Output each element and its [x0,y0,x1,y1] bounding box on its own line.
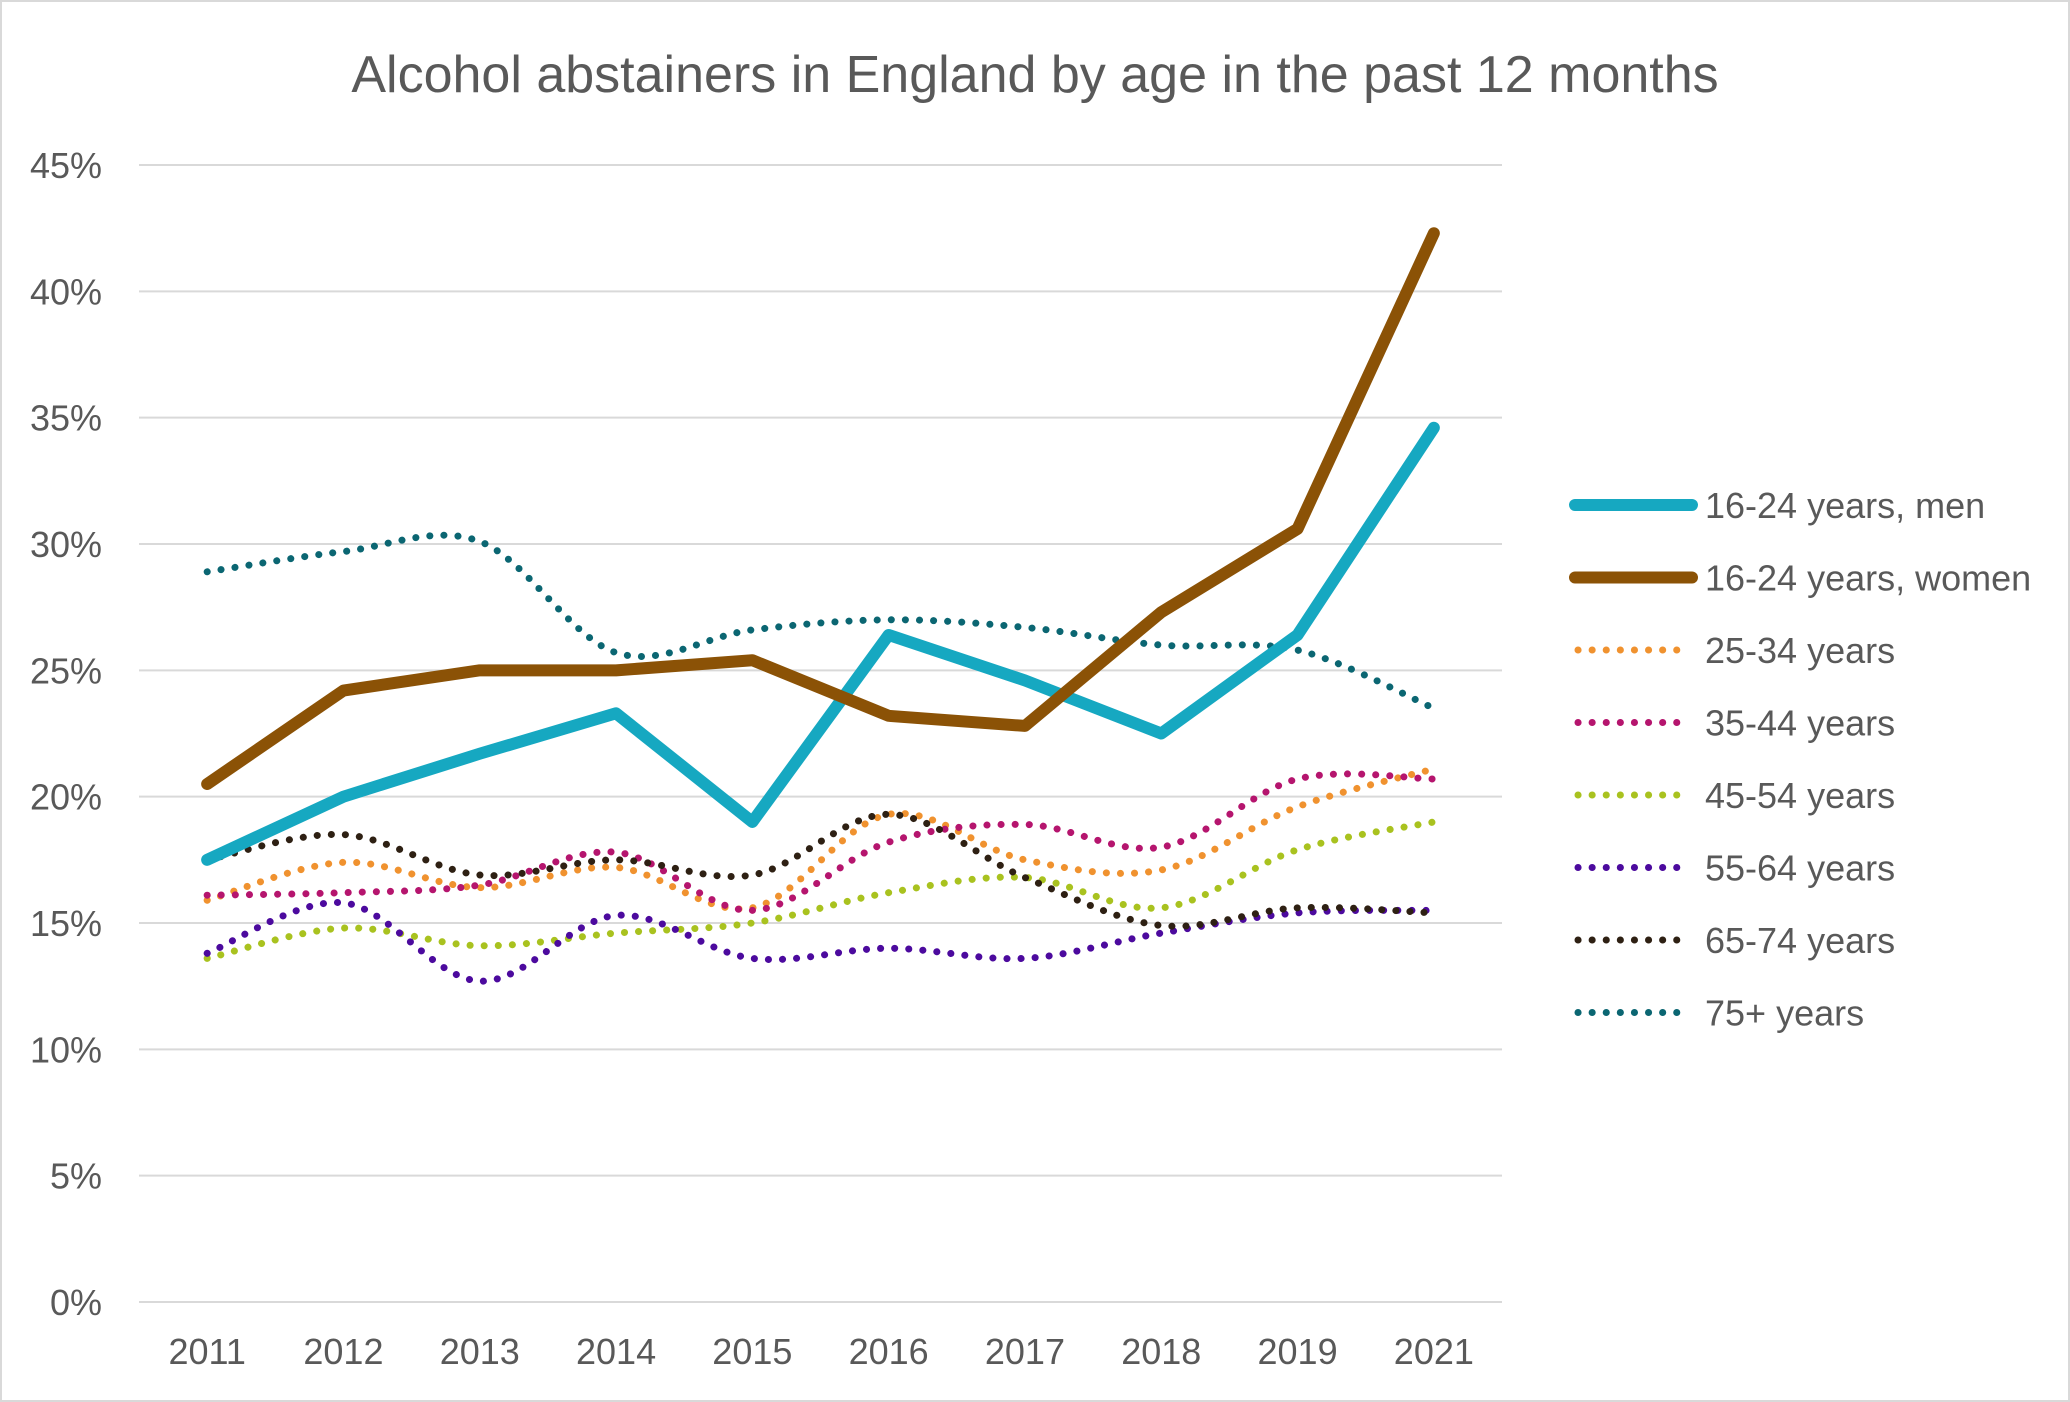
legend-item-75-years: 75+ years [1574,993,1864,1034]
x-tick-label: 2012 [303,1331,383,1372]
legend-label: 25-34 years [1705,630,1895,671]
x-tick-label: 2016 [849,1331,929,1372]
legend: 16-24 years, men 16-24 years, women 25-34 … [1569,485,2031,1034]
y-tick-label: 10% [30,1029,102,1070]
legend-label: 75+ years [1705,993,1864,1034]
y-tick-label: 30% [30,524,102,565]
x-tick-label: 2014 [576,1331,656,1372]
legend-item-16-24-years-women: 16-24 years, women [1569,558,2031,599]
x-tick-label: 2019 [1258,1331,1338,1372]
y-tick-label: 5% [50,1156,102,1197]
x-tick-label: 2021 [1394,1331,1474,1372]
series-line-45-54-years [203,818,1438,962]
gridlines [139,164,1502,1303]
series-line-25-34-years [203,765,1438,913]
legend-item-45-54-years: 45-54 years [1574,775,1895,816]
legend-item-55-64-years: 55-64 years [1574,848,1895,889]
series-line-65-74-years [203,810,1438,930]
series-line-75-years [203,531,1438,712]
y-tick-label: 40% [30,271,102,312]
y-tick-label: 0% [50,1282,102,1323]
legend-item-16-24-years-men: 16-24 years, men [1569,485,1985,526]
series-line-16-24-years-men [201,421,1440,866]
legend-item-35-44-years: 35-44 years [1574,703,1895,744]
legend-item-25-34-years: 25-34 years [1574,630,1895,671]
x-tick-label: 2017 [985,1331,1065,1372]
chart-title: Alcohol abstainers in England by age in … [351,46,1718,104]
legend-label: 55-64 years [1705,848,1895,889]
series-lines [201,227,1440,985]
series-line-55-64-years [203,899,1438,985]
x-axis-tick-labels: 2011 2012 2013 2014 2015 2016 2017 2018 2019 2021 [168,1331,1473,1372]
y-axis-tick-labels: 0% 5% 10% 15% 20% 25% 30% 35% 40% 45% [30,145,102,1323]
legend-label: 35-44 years [1705,703,1895,744]
legend-item-65-74-years: 65-74 years [1574,920,1895,961]
x-tick-label: 2011 [168,1331,245,1372]
legend-label: 16-24 years, men [1705,485,1985,526]
x-tick-label: 2018 [1121,1331,1201,1372]
y-tick-label: 25% [30,650,102,691]
y-tick-label: 35% [30,398,102,439]
y-tick-label: 45% [30,145,102,186]
y-tick-label: 15% [30,903,102,944]
series-line-16-24-years-women [201,227,1440,791]
series-line-35-44-years [203,770,1438,914]
x-tick-label: 2013 [440,1331,520,1372]
y-tick-label: 20% [30,777,102,818]
x-tick-label: 2015 [712,1331,792,1372]
legend-label: 65-74 years [1705,920,1895,961]
legend-label: 45-54 years [1705,775,1895,816]
legend-label: 16-24 years, women [1705,558,2031,599]
